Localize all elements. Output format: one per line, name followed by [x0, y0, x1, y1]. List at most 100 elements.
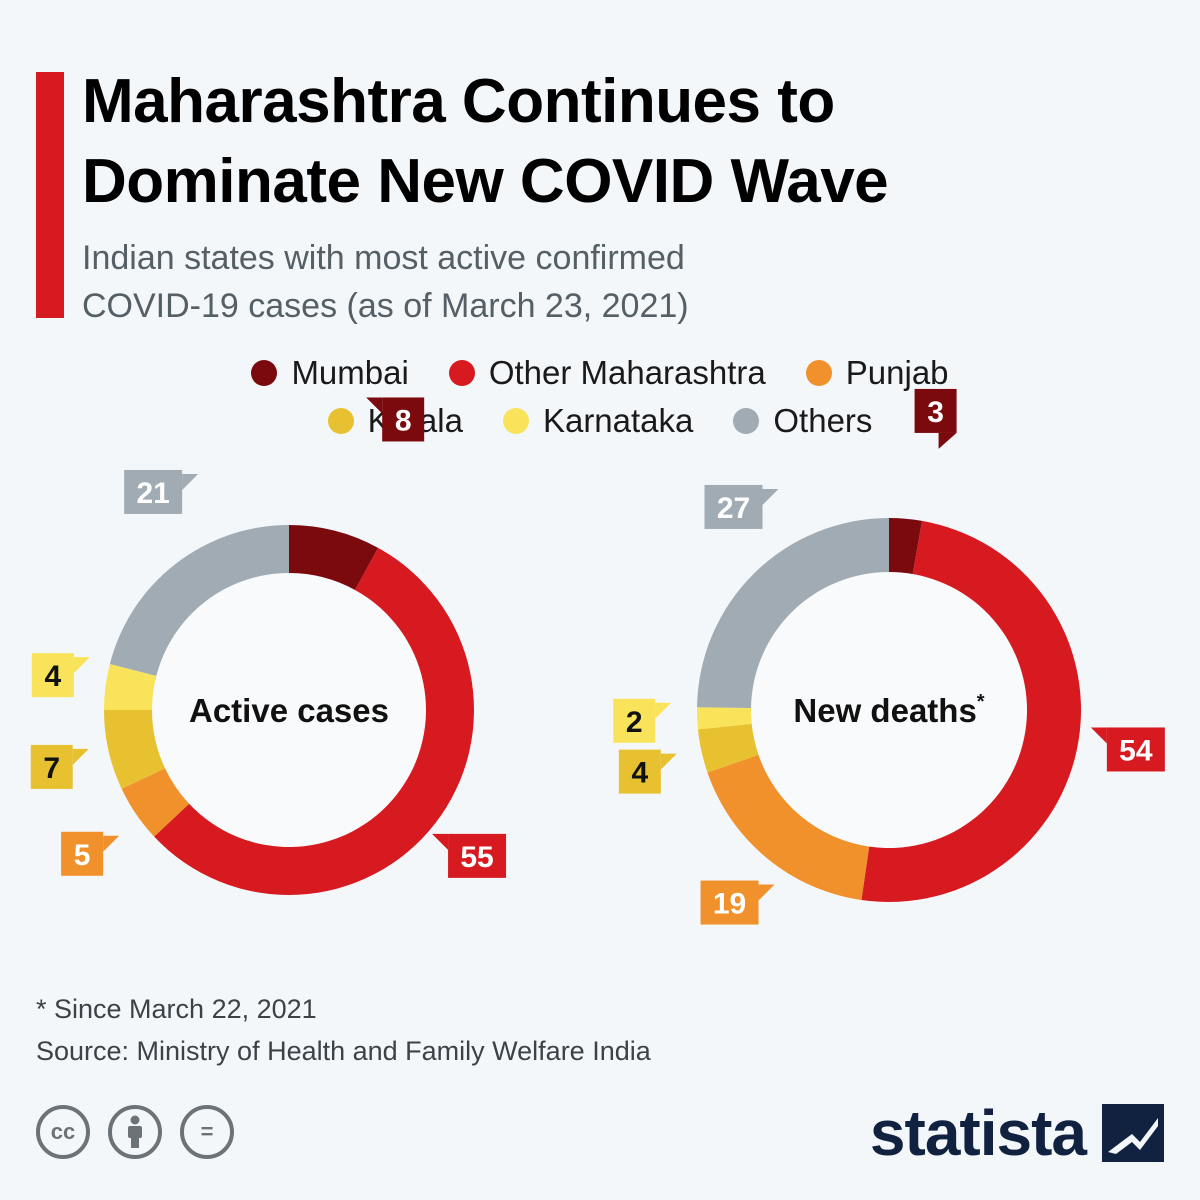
footnote-marker: * [977, 691, 985, 713]
legend-label-karnataka: Karnataka [542, 402, 694, 439]
active-label-value-others: 21 [136, 477, 169, 510]
deaths-label-box-karnataka [613, 698, 656, 743]
deaths-label-value-mumbai: 3 [927, 396, 944, 429]
title-line-1: Maharashtra Continues to [82, 67, 835, 136]
active-label-value-mumbai: 8 [395, 404, 412, 437]
active-label-tail-karnataka [73, 657, 90, 674]
deaths-label-value-kerala: 4 [631, 757, 648, 790]
creative-commons-icon[interactable]: cc [36, 1105, 90, 1159]
deaths-slice-punjab [707, 754, 870, 901]
deaths-label-value-other-maharashtra: 54 [1119, 734, 1153, 767]
deaths-label-value-punjab: 19 [713, 888, 746, 921]
active-label-karnataka: 4 [31, 653, 90, 698]
donut-hole-active [152, 573, 426, 847]
legend-swatch-others [733, 408, 760, 434]
deaths-label-tail-kerala [660, 753, 677, 770]
active-label-mumbai: 8 [366, 397, 425, 442]
active-label-box-other-maharashtra [448, 833, 507, 878]
attribution-person-glyph [128, 1115, 142, 1148]
legend-row-1: Mumbai Other Maharashtra Punjab [0, 350, 1200, 396]
legend-label-others: Others [773, 402, 873, 439]
active-label-box-others [124, 469, 183, 514]
active-slice-karnataka [104, 663, 157, 710]
title-line-2: Dominate New COVID Wave [82, 147, 889, 216]
active-label-punjab: 5 [61, 831, 120, 876]
deaths-slice-mumbai [889, 518, 923, 575]
deaths-label-tail-karnataka [655, 702, 672, 719]
license-icons: cc = [36, 1105, 234, 1159]
legend-item-other-maharashtra: Other Maharashtra [448, 354, 766, 392]
chart-title: Maharashtra Continues to Dominate New CO… [82, 62, 1162, 222]
deaths-label-value-karnataka: 2 [626, 706, 643, 739]
deaths-slice-kerala [697, 723, 759, 773]
active-cases-center-label: Active cases [189, 692, 389, 729]
deaths-label-value-others: 27 [717, 492, 750, 525]
no-derivatives-icon[interactable]: = [180, 1105, 234, 1159]
active-label-tail-others [182, 473, 199, 490]
active-label-value-other-maharashtra: 55 [460, 841, 493, 874]
deaths-label-tail-others [762, 488, 779, 505]
active-slice-others [109, 525, 289, 676]
active-label-others: 21 [124, 469, 199, 514]
active-label-other-maharashtra: 55 [432, 833, 507, 878]
active-label-tail-mumbai [366, 397, 383, 414]
deaths-label-tail-mumbai [938, 432, 957, 449]
active-slice-punjab [121, 768, 190, 837]
deaths-slice-others [697, 518, 889, 709]
active-label-box-punjab [61, 831, 104, 876]
legend-item-mumbai: Mumbai [251, 354, 409, 392]
legend-item-others: Others [733, 402, 872, 440]
active-label-kerala: 7 [30, 744, 89, 789]
active-label-tail-punjab [103, 835, 120, 852]
new-deaths-center-label: New deaths* [793, 691, 984, 729]
deaths-label-box-mumbai [914, 388, 957, 433]
legend-item-karnataka: Karnataka [502, 402, 694, 440]
legend-swatch-kerala [327, 408, 354, 434]
deaths-label-tail-other-maharashtra [1090, 727, 1107, 744]
deaths-label-tail-punjab [758, 884, 775, 901]
subtitle-line-2: COVID-19 cases (as of March 23, 2021) [82, 287, 689, 325]
active-label-box-karnataka [31, 653, 74, 698]
active-label-box-mumbai [382, 397, 425, 442]
deaths-label-karnataka: 2 [613, 698, 672, 743]
deaths-label-punjab: 19 [700, 880, 775, 925]
active-label-value-punjab: 5 [74, 839, 91, 872]
statista-logo[interactable]: statista [870, 1098, 1164, 1168]
active-label-box-kerala [30, 744, 73, 789]
active-label-tail-kerala [72, 748, 89, 765]
legend-label-mumbai: Mumbai [291, 354, 409, 391]
subtitle-line-1: Indian states with most active confirmed [82, 239, 685, 277]
legend-item-punjab: Punjab [805, 354, 949, 392]
footnote-source: Source: Ministry of Health and Family We… [36, 1036, 651, 1066]
attribution-icon[interactable] [108, 1105, 162, 1159]
active-slice-mumbai [289, 525, 379, 590]
deaths-slice-karnataka [697, 707, 752, 730]
legend-label-punjab: Punjab [845, 354, 949, 391]
deaths-label-others: 27 [704, 484, 779, 529]
legend-label-other-maharashtra: Other Maharashtra [488, 354, 766, 391]
brand-wordmark: statista [869, 1097, 1087, 1169]
title-accent-bar [36, 72, 64, 318]
active-label-tail-other-maharashtra [432, 833, 449, 850]
active-label-value-karnataka: 4 [45, 660, 62, 693]
legend-swatch-karnataka [502, 408, 529, 434]
active-slice-other-maharashtra [154, 547, 474, 895]
deaths-label-box-kerala [618, 749, 661, 794]
legend-swatch-other-maharashtra [448, 360, 475, 386]
active-slice-kerala [104, 710, 166, 789]
footnote-block: * Since March 22, 2021 Source: Ministry … [36, 988, 651, 1072]
footnote-note: * Since March 22, 2021 [36, 994, 317, 1024]
legend-swatch-punjab [805, 360, 832, 386]
legend-swatch-mumbai [251, 360, 278, 386]
donut-hole-deaths [751, 572, 1027, 848]
deaths-label-box-punjab [700, 880, 759, 925]
active-label-value-kerala: 7 [43, 752, 60, 785]
deaths-label-box-others [704, 484, 763, 529]
deaths-label-mumbai: 3 [914, 388, 957, 449]
chart-subtitle: Indian states with most active confirmed… [82, 234, 982, 330]
deaths-label-box-other-maharashtra [1106, 727, 1165, 772]
deaths-label-kerala: 4 [618, 749, 677, 794]
deaths-label-other-maharashtra: 54 [1090, 727, 1165, 772]
statista-mark-icon [1102, 1104, 1164, 1162]
